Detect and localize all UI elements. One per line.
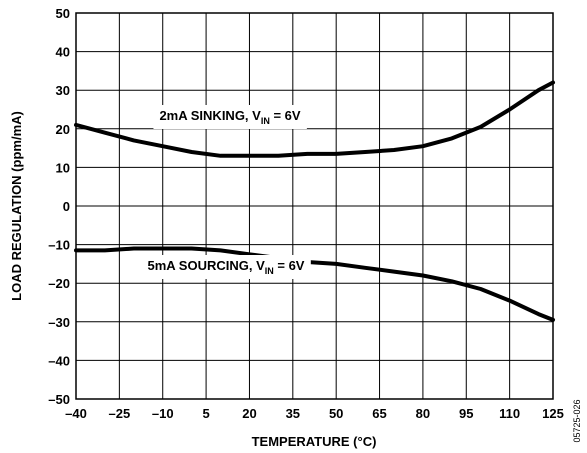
x-axis-title: TEMPERATURE (°C) <box>252 434 377 449</box>
y-tick-label: 0 <box>63 199 70 214</box>
y-tick-label: –30 <box>48 315 70 330</box>
series-lines <box>74 80 555 322</box>
y-tick-label: –40 <box>48 353 70 368</box>
x-tick-label: 65 <box>372 406 386 421</box>
series-label-bg <box>153 105 307 129</box>
series-label-text: 5mA SOURCING, VIN = 6V <box>148 258 305 276</box>
y-tick-label: 40 <box>56 45 70 60</box>
series-label-bg <box>141 255 311 279</box>
series-line-0 <box>74 80 555 158</box>
series-label-main: 2mA SINKING, V <box>159 108 261 123</box>
series-label-sub: IN <box>261 116 270 126</box>
y-tick-label: –20 <box>48 276 70 291</box>
series-label-text: 2mA SINKING, VIN = 6V <box>159 108 300 126</box>
x-tick-label: –40 <box>65 406 87 421</box>
y-tick-label: 50 <box>56 6 70 21</box>
y-axis-title: LOAD REGULATION (ppm/mA) <box>9 111 24 301</box>
x-tick-label: 20 <box>242 406 256 421</box>
x-axis-ticks: –40 –25 –10 5 20 35 50 65 80 95 110 125 <box>65 406 564 421</box>
x-tick-label: 35 <box>286 406 300 421</box>
x-tick-label: 110 <box>499 406 520 421</box>
series-label-main: 5mA SOURCING, V <box>148 258 266 273</box>
figure-id: 05725-026 <box>572 399 582 442</box>
series-label-1: 5mA SOURCING, VIN = 6V <box>141 255 311 279</box>
x-tick-label: 95 <box>459 406 473 421</box>
x-tick-label: 5 <box>202 406 209 421</box>
x-tick-label: 80 <box>416 406 430 421</box>
y-tick-label: –10 <box>48 238 70 253</box>
series-line-1 <box>74 246 555 322</box>
y-tick-label: 30 <box>56 83 70 98</box>
x-tick-label: –25 <box>109 406 131 421</box>
series-label-tail: = 6V <box>274 258 305 273</box>
series-label-sub: IN <box>265 266 274 276</box>
grid-lines <box>75 12 554 400</box>
x-tick-label: 125 <box>542 406 564 421</box>
x-tick-label: 50 <box>329 406 343 421</box>
y-tick-label: 10 <box>56 160 70 175</box>
y-axis-ticks: 50 40 30 20 10 0 –10 –20 –30 –40 –50 <box>48 6 70 407</box>
plot-frame <box>75 12 554 400</box>
x-tick-label: –10 <box>152 406 174 421</box>
y-tick-label: 20 <box>56 122 70 137</box>
y-tick-label: –50 <box>48 392 70 407</box>
series-label-0: 2mA SINKING, VIN = 6V <box>153 105 307 129</box>
series-label-tail: = 6V <box>270 108 301 123</box>
